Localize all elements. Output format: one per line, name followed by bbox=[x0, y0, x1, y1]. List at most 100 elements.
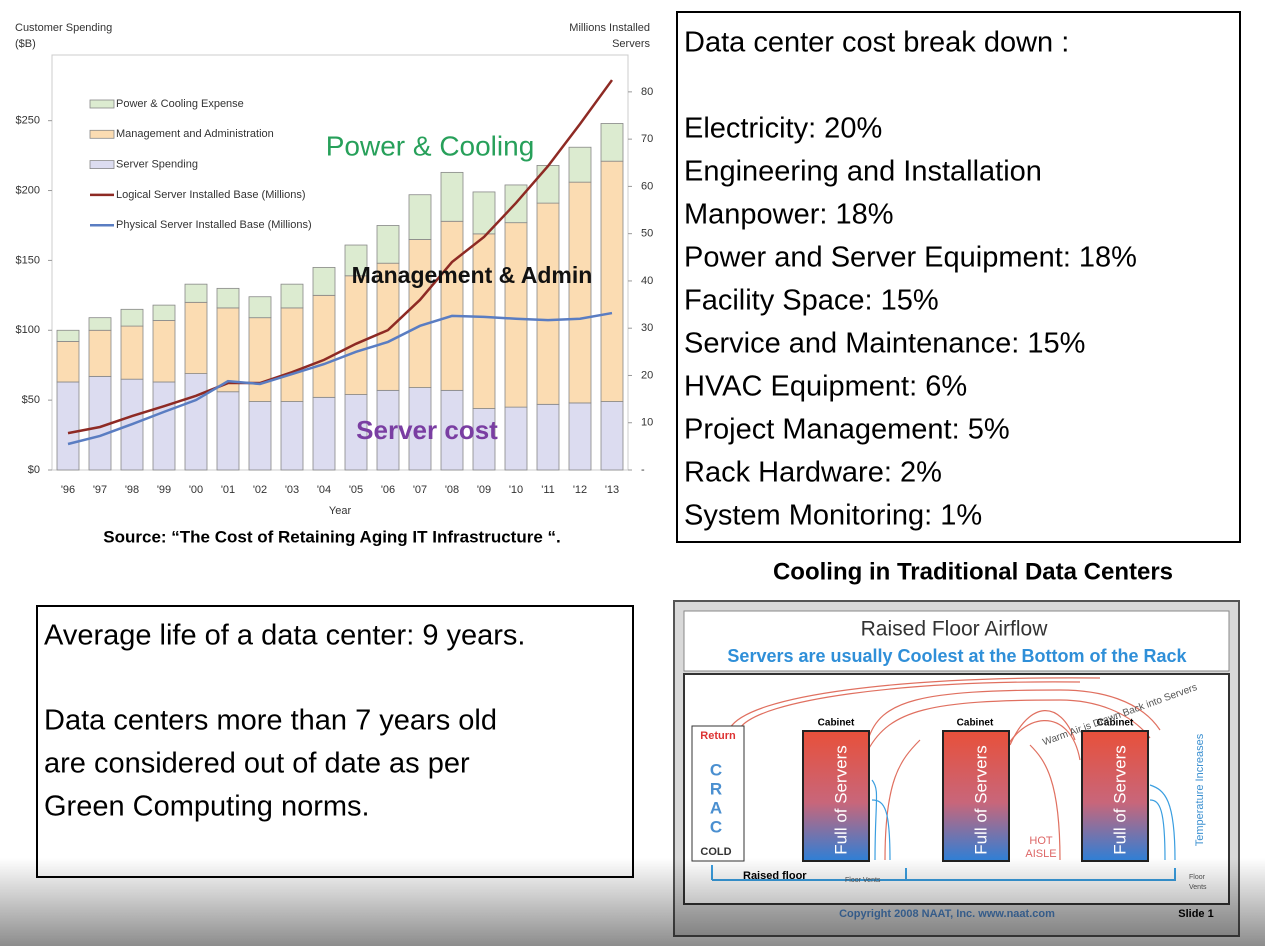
bar-segment bbox=[120, 308, 144, 327]
y2-tick-label: 80 bbox=[641, 86, 653, 98]
bar-segment bbox=[248, 296, 272, 319]
cost-title: Data center cost break down : bbox=[684, 27, 1069, 59]
bar-segment bbox=[152, 381, 176, 471]
cost-item: Rack Hardware: 2% bbox=[684, 457, 942, 489]
y2-tick-label: 20 bbox=[641, 369, 653, 381]
x-tick-label: '98 bbox=[125, 484, 139, 496]
bar-segment bbox=[184, 283, 208, 303]
diagram-title: Cooling in Traditional Data Centers bbox=[773, 558, 1173, 585]
x-tick-label: '10 bbox=[509, 484, 523, 496]
bar-segment bbox=[504, 406, 528, 471]
crac-top: Return bbox=[700, 730, 736, 742]
legend-label: Server Spending bbox=[116, 159, 198, 171]
bar-segment bbox=[216, 287, 240, 309]
bar-segment bbox=[152, 304, 176, 321]
cabinet-label: Cabinet bbox=[957, 718, 994, 729]
bar-segment bbox=[248, 401, 272, 471]
cost-item: Manpower: 18% bbox=[684, 199, 894, 231]
bar-segment bbox=[312, 396, 336, 471]
diagram-header bbox=[683, 610, 1230, 672]
note-line: are considered out of date as per bbox=[44, 748, 470, 780]
hot-aisle: AISLE bbox=[1025, 848, 1056, 860]
legend-label: Management and Administration bbox=[116, 128, 274, 140]
cabinet-contents: Full of Servers bbox=[831, 745, 850, 855]
y-tick-label: $250 bbox=[16, 115, 40, 127]
bar-segment bbox=[216, 391, 240, 471]
bar-segment bbox=[248, 317, 272, 402]
cost-item: Service and Maintenance: 15% bbox=[684, 328, 1085, 360]
copyright: Copyright 2008 NAAT, Inc. www.naat.com bbox=[839, 908, 1055, 920]
bar-segment bbox=[56, 341, 80, 383]
bar-segment bbox=[600, 160, 624, 402]
cabinet-label: Cabinet bbox=[1097, 718, 1134, 729]
y-tick-label: $50 bbox=[22, 394, 40, 406]
raised-floor: Raised floor bbox=[743, 870, 807, 882]
crac bbox=[691, 725, 745, 862]
bar-segment bbox=[184, 301, 208, 374]
cabinet bbox=[942, 730, 1010, 862]
annotation: Management & Admin bbox=[352, 262, 593, 288]
cabinet-contents: Full of Servers bbox=[1110, 745, 1129, 855]
bar-segment bbox=[568, 181, 592, 404]
plot-area bbox=[51, 54, 629, 471]
annotation: Power & Cooling bbox=[326, 130, 535, 161]
crac-letter: R bbox=[710, 779, 722, 798]
bar-segment bbox=[344, 275, 368, 395]
bar-segment bbox=[184, 373, 208, 471]
note-line: Data centers more than 7 years old bbox=[44, 705, 497, 737]
bar-segment bbox=[536, 403, 560, 471]
x-tick-label: '07 bbox=[413, 484, 427, 496]
bar-segment bbox=[536, 164, 560, 204]
bar-segment bbox=[600, 123, 624, 162]
bar-segment bbox=[312, 294, 336, 398]
note-line: Average life of a data center: 9 years. bbox=[44, 620, 525, 652]
y-tick-label: $200 bbox=[16, 184, 40, 196]
crac-bottom: COLD bbox=[700, 846, 731, 858]
source: Source: “The Cost of Retaining Aging IT … bbox=[103, 527, 560, 546]
crac-letter: A bbox=[710, 798, 722, 817]
cabinet bbox=[802, 730, 870, 862]
x-tick-label: '13 bbox=[605, 484, 619, 496]
bar-segment bbox=[344, 244, 368, 277]
bar-segment bbox=[120, 325, 144, 380]
warm-air-arrows bbox=[729, 677, 1161, 861]
x-tick-label: '97 bbox=[93, 484, 107, 496]
y2-tick-label: 50 bbox=[641, 228, 653, 240]
cost-item: Project Management: 5% bbox=[684, 414, 1010, 446]
x-tick-label: '99 bbox=[157, 484, 171, 496]
bar-segment bbox=[376, 225, 400, 264]
cost-item: Power and Server Equipment: 18% bbox=[684, 242, 1137, 274]
y2-tick-label: 10 bbox=[641, 417, 653, 429]
legend-label: Physical Server Installed Base (Millions… bbox=[116, 219, 312, 231]
floor-vents: Floor Vents bbox=[845, 877, 881, 884]
note-box bbox=[36, 605, 634, 878]
bar-segment bbox=[312, 266, 336, 296]
y2-tick-label: 60 bbox=[641, 180, 653, 192]
y2-axis-label: Millions Installed bbox=[569, 22, 650, 34]
bar-segment bbox=[568, 146, 592, 183]
cost-item: Electricity: 20% bbox=[684, 113, 882, 145]
bar-segment bbox=[440, 220, 464, 391]
bar-segment bbox=[568, 402, 592, 471]
y2-tick-label: 70 bbox=[641, 133, 653, 145]
x-tick-label: '96 bbox=[61, 484, 75, 496]
y2-tick-label: 30 bbox=[641, 322, 653, 334]
y-axis-label: ($B) bbox=[15, 38, 36, 50]
bar-segment bbox=[472, 191, 496, 235]
cost-list: Electricity: 20% Engineering and Installa… bbox=[684, 113, 1137, 532]
slide-number: Slide 1 bbox=[1178, 908, 1213, 920]
y-tick-label: $100 bbox=[16, 324, 40, 336]
y2-tick-label: - bbox=[641, 464, 645, 476]
bar-segment bbox=[56, 329, 80, 342]
cabinet-label: Cabinet bbox=[818, 718, 855, 729]
bar-segment bbox=[280, 307, 304, 402]
bar-segment bbox=[88, 317, 112, 331]
floor-vents: Vents bbox=[1189, 884, 1207, 891]
x-tick-label: '00 bbox=[189, 484, 203, 496]
bar-segment bbox=[536, 202, 560, 405]
annotation: Server cost bbox=[356, 415, 498, 445]
floor-vents: Floor bbox=[1189, 874, 1206, 881]
legend-swatch bbox=[89, 160, 115, 170]
